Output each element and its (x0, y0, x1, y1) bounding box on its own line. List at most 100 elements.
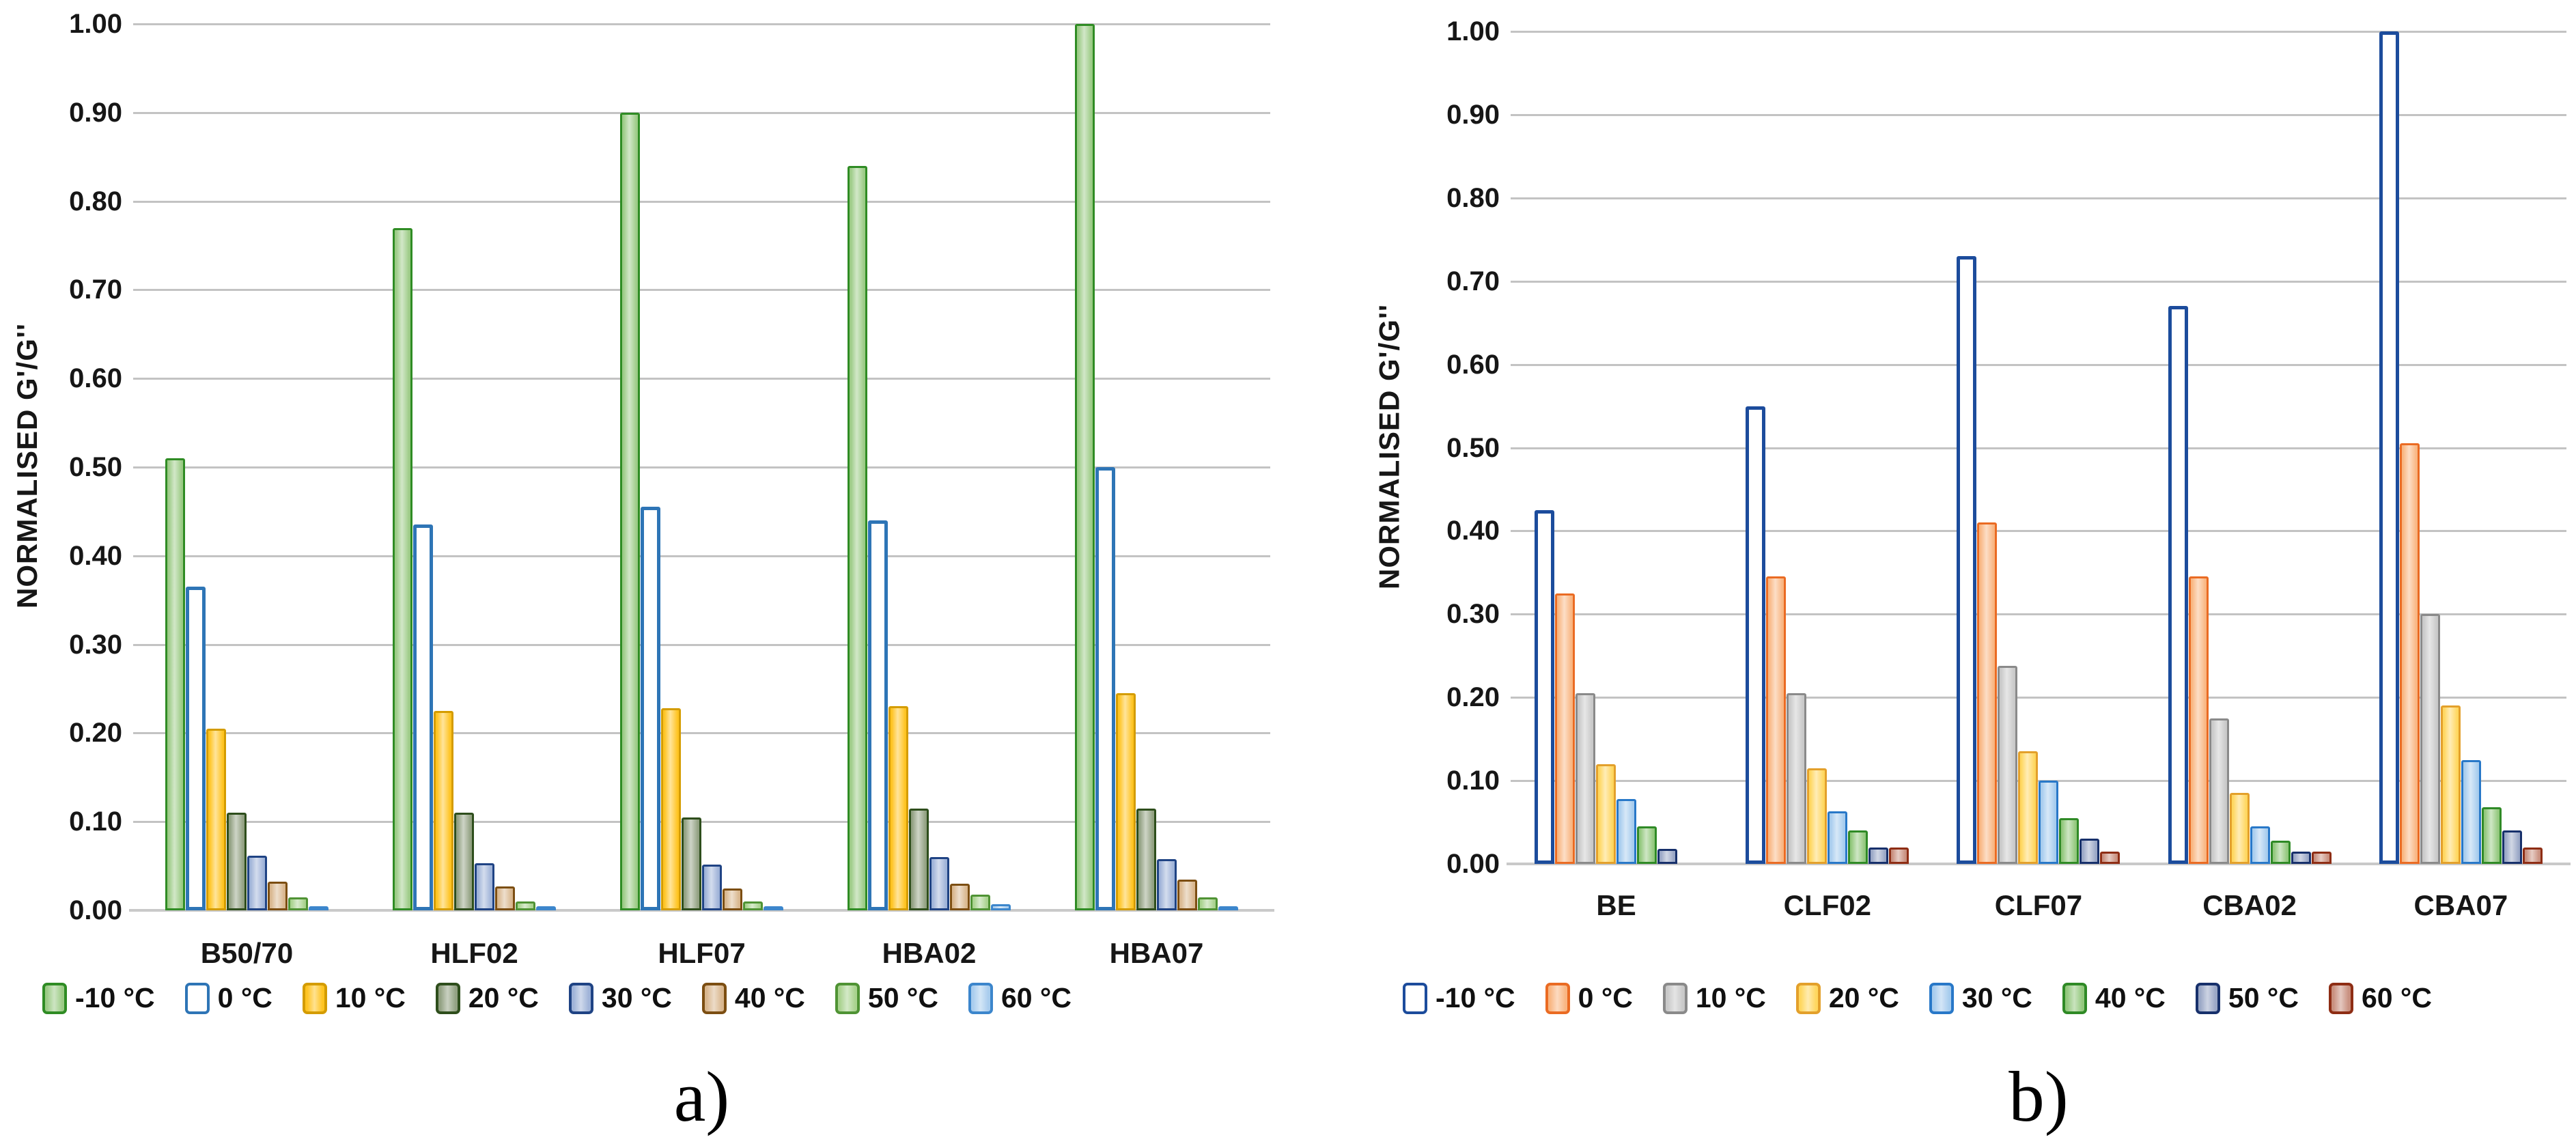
bar-20°C-CLF02 (1807, 768, 1828, 864)
bar-gloss (189, 590, 202, 907)
bar-10°C-CBA07 (2420, 614, 2440, 864)
bar-group-BE (1511, 31, 1722, 864)
bar-gloss (1118, 695, 1134, 908)
bar-gloss (436, 713, 451, 908)
bar-10°C-HLF02 (434, 711, 453, 910)
bar-20°C-CLF07 (2018, 751, 2039, 864)
swatch-gloss (2198, 985, 2217, 1011)
bar-gloss (2211, 720, 2227, 862)
bar-gloss (891, 708, 906, 908)
bar-gloss (1871, 850, 1887, 862)
bar-group-B50/70 (133, 24, 361, 910)
bar-30°C-HLF07 (702, 865, 722, 910)
bar-group-HLF07 (588, 24, 815, 910)
gridline (1511, 113, 2566, 116)
bar-gloss (2401, 445, 2418, 862)
swatch-gloss (1405, 985, 1425, 1011)
bar-gloss (2422, 616, 2438, 862)
legend: -10 °C 0 °C 10 °C 20 °C 30 °C 40 °C 50 °C 60 °C (42, 982, 1102, 1014)
bar-10°C-CBA02 (2209, 718, 2229, 864)
bar-group-HBA02 (815, 24, 1043, 910)
bar-60°C-CLF02 (1889, 848, 1909, 864)
bar-50°C-CBA02 (2291, 852, 2311, 864)
x-axis-category-labels: B50/70 HLF02 HLF07 HBA02 HBA07 (133, 937, 1270, 970)
bar-gloss (249, 858, 265, 908)
legend-item-50°C: 50 °C (2195, 982, 2299, 1014)
bar-20°C-BE (1596, 764, 1616, 864)
legend-label: 40 °C (2095, 982, 2166, 1013)
legend-label: 20 °C (468, 982, 539, 1013)
swatch-gloss (837, 985, 857, 1011)
y-axis-tick-label: 0.60 (1446, 349, 1500, 380)
swatch-gloss (305, 985, 324, 1011)
plot-area (129, 23, 1274, 912)
bar-30°C-HBA07 (1157, 859, 1177, 910)
y-axis-tick-label: 0.00 (1446, 849, 1500, 879)
bar--10°C-B50/70 (165, 458, 185, 910)
legend-label: 30 °C (1961, 982, 2032, 1013)
bar-50°C-CBA07 (2502, 830, 2522, 864)
bar-gloss (2252, 828, 2268, 862)
gridline (133, 643, 1270, 646)
bar-gloss (1850, 832, 1866, 862)
bar-10°C-CLF02 (1787, 693, 1807, 864)
legend-swatch (2062, 982, 2087, 1014)
y-axis-tick-label: 0.20 (69, 718, 122, 748)
bar-gloss (1179, 882, 1195, 908)
x-axis-line (129, 909, 1274, 912)
legend-label: 20 °C (1828, 982, 1899, 1013)
bar-gloss (2313, 854, 2329, 862)
bar-gloss (1200, 899, 1216, 908)
legend-item-20°C: 20 °C (435, 982, 539, 1014)
legend: -10 °C 0 °C 10 °C 20 °C 30 °C 40 °C 50 °C 60 °C (1403, 982, 2462, 1014)
bar-0°C-CLF07 (1977, 522, 1998, 864)
bar-gloss (1619, 801, 1635, 862)
gridline (133, 289, 1270, 292)
bar-gloss (1639, 828, 1655, 862)
bar-20°C-HBA07 (1136, 809, 1156, 910)
gridline (133, 111, 1270, 114)
bar-gloss (725, 891, 740, 908)
bar-gloss (229, 815, 244, 908)
legend-swatch (1929, 982, 1954, 1014)
bar-gloss (911, 811, 927, 908)
bar-gloss (1749, 410, 1763, 860)
y-axis-tick-label: 0.30 (1446, 599, 1500, 630)
panel-label: a) (673, 1056, 730, 1136)
bar-gloss (456, 815, 472, 908)
bar-20°C-HLF07 (682, 817, 701, 910)
legend-label: 50 °C (2228, 982, 2299, 1013)
bar-30°C-CBA02 (2250, 826, 2270, 864)
gridline (1511, 447, 2566, 449)
bar-10°C-HBA07 (1116, 693, 1136, 910)
legend-label: -10 °C (75, 982, 155, 1013)
chart-panel-a: NORMALISED G'/G'' B50/70 HLF02 HLF07 HBA02 H… (11, 9, 1274, 1136)
bar-gloss (1809, 770, 1825, 862)
swatch-gloss (45, 985, 64, 1011)
bar-gloss (1891, 850, 1907, 862)
bar-30°C-B50/70 (247, 856, 267, 910)
legend-item-10°C: 10 °C (1662, 982, 1766, 1014)
y-axis-tick-label: 0.70 (69, 275, 122, 305)
bar-0°C-HLF07 (641, 507, 660, 910)
bar-gloss (1538, 514, 1552, 860)
bar-gloss (932, 859, 947, 908)
bar-gloss (167, 460, 183, 908)
bar-group-HBA07 (1043, 24, 1270, 910)
gridline (1511, 697, 2566, 699)
bar--10°C-CBA07 (2379, 31, 2399, 864)
legend-label: 0 °C (1578, 982, 1633, 1013)
bar-40°C-HBA07 (1177, 880, 1197, 910)
bar-group-CLF02 (1722, 31, 1933, 864)
bar-40°C-HLF07 (723, 888, 742, 910)
legend-swatch (1403, 982, 1427, 1014)
bar-gloss (208, 731, 224, 908)
legend-label: 10 °C (1695, 982, 1766, 1013)
bar-0°C-CLF02 (1766, 576, 1787, 864)
bar-40°C-CLF07 (2059, 818, 2080, 864)
category-label-HBA02: HBA02 (882, 937, 977, 969)
swatch-gloss (1548, 985, 1567, 1011)
legend-item-60°C: 60 °C (2328, 982, 2432, 1014)
category-label-HLF02: HLF02 (430, 937, 518, 969)
y-axis-tick-label: 1.00 (69, 9, 122, 39)
